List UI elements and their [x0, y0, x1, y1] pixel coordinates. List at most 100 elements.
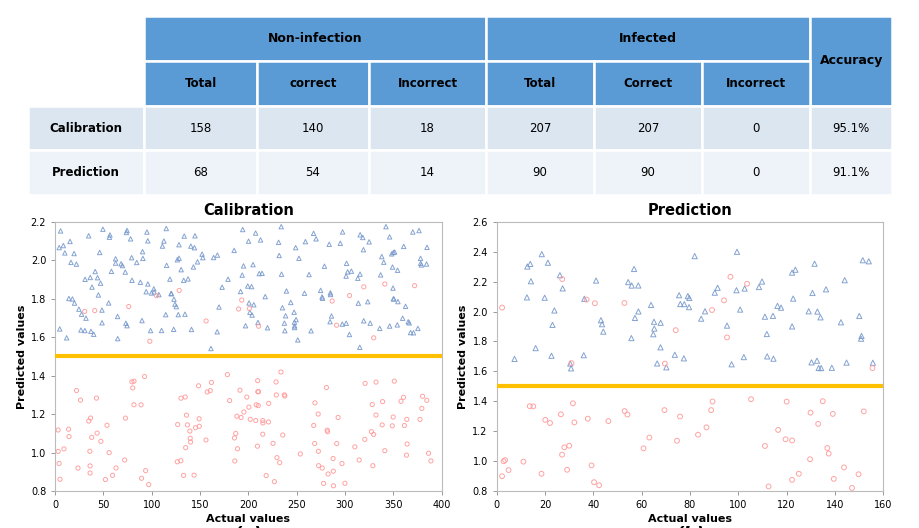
Point [658, 363, 673, 372]
Point [74, 326, 88, 334]
Point [101, 299, 116, 307]
Point [255, 419, 270, 427]
Point [414, 404, 429, 412]
Point [729, 286, 743, 295]
Point [365, 461, 380, 470]
Point [320, 428, 335, 436]
Point [94, 437, 108, 446]
Point [287, 322, 301, 330]
Point [142, 337, 157, 345]
Point [784, 268, 799, 277]
Point [159, 261, 174, 270]
Point [337, 479, 352, 487]
Point [580, 414, 595, 423]
Point [104, 267, 119, 276]
Point [773, 304, 788, 312]
Point [372, 324, 387, 333]
Point [184, 325, 199, 334]
Point [357, 379, 372, 388]
Point [309, 234, 323, 243]
Point [135, 248, 150, 256]
Point [681, 303, 696, 312]
Point [360, 297, 375, 306]
FancyBboxPatch shape [144, 106, 256, 150]
FancyBboxPatch shape [28, 16, 144, 106]
Point [864, 364, 879, 372]
Text: (b): (b) [675, 526, 704, 528]
Point [421, 449, 436, 457]
Point [277, 391, 291, 399]
X-axis label: Actual values: Actual values [647, 514, 732, 524]
Point [356, 282, 370, 291]
Point [183, 438, 198, 446]
Point [65, 295, 80, 303]
Point [246, 300, 261, 309]
Point [177, 310, 192, 318]
Point [390, 320, 404, 329]
Point [809, 307, 823, 316]
Point [675, 354, 690, 363]
Point [526, 402, 540, 411]
Point [203, 386, 218, 395]
Point [419, 243, 434, 251]
Point [667, 326, 682, 334]
Point [709, 284, 724, 292]
Point [315, 294, 330, 303]
Point [244, 282, 258, 291]
Point [351, 456, 366, 464]
Point [174, 266, 188, 274]
Point [732, 305, 747, 314]
Point [784, 476, 799, 484]
Text: 91.1%: 91.1% [832, 166, 869, 180]
Point [69, 260, 84, 268]
Point [784, 322, 799, 331]
Point [833, 318, 847, 326]
Point [164, 289, 178, 298]
Point [268, 378, 283, 386]
Text: 68: 68 [193, 166, 208, 180]
Point [251, 322, 266, 331]
Point [519, 293, 534, 301]
Point [617, 299, 631, 307]
Point [277, 319, 291, 327]
Point [788, 266, 802, 274]
Point [413, 254, 427, 262]
Point [623, 334, 638, 342]
Point [172, 286, 187, 295]
Point [323, 317, 337, 326]
Point [51, 459, 66, 468]
Point [624, 281, 639, 290]
Title: Calibration: Calibration [203, 203, 293, 218]
Text: Non-infection: Non-infection [267, 32, 362, 45]
Point [802, 409, 817, 417]
FancyBboxPatch shape [144, 61, 256, 106]
Point [166, 325, 181, 334]
Point [619, 410, 634, 419]
Point [252, 269, 267, 278]
Point [273, 368, 288, 376]
Point [170, 256, 185, 264]
Point [540, 259, 555, 267]
Point [178, 444, 193, 452]
Point [723, 360, 738, 369]
Point [236, 262, 251, 270]
Point [155, 242, 170, 250]
Point [275, 304, 289, 312]
Point [124, 253, 139, 262]
Point [53, 227, 68, 235]
Point [139, 288, 153, 296]
Y-axis label: Predicted values: Predicted values [458, 304, 468, 409]
Point [766, 354, 780, 363]
Text: 90: 90 [532, 166, 547, 180]
Point [554, 450, 569, 459]
Point [553, 410, 568, 419]
Point [172, 254, 187, 262]
Point [62, 432, 76, 441]
Point [95, 318, 109, 327]
Point [672, 300, 686, 308]
Point [314, 464, 329, 473]
Point [119, 228, 133, 237]
Point [174, 457, 188, 465]
Point [819, 444, 834, 452]
Point [412, 415, 426, 423]
